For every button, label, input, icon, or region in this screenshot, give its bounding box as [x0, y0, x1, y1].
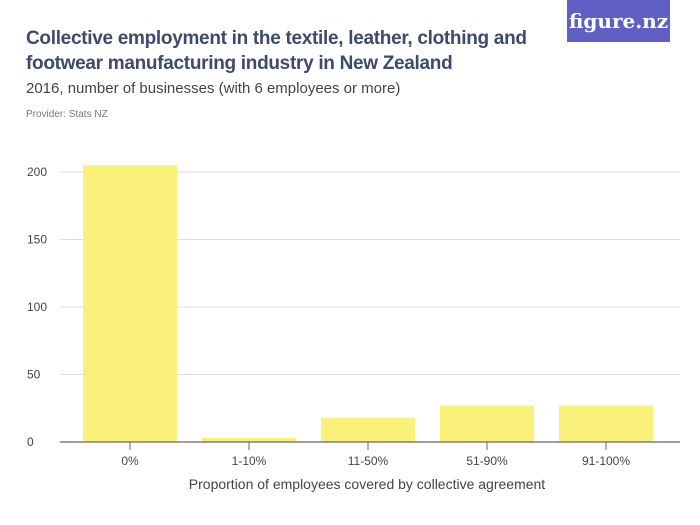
y-tick-label: 50	[27, 368, 41, 382]
provider-label: Provider: Stats NZ	[26, 109, 108, 120]
y-tick-label: 150	[27, 233, 47, 247]
bar-11-50%	[321, 417, 415, 442]
x-tick-label: 91-100%	[582, 454, 630, 468]
bar-91-100%	[559, 405, 653, 442]
bar-51-90%	[440, 405, 534, 442]
bar-0%	[83, 165, 177, 442]
y-tick-label: 200	[27, 165, 47, 179]
chart-title: Collective employment in the textile, le…	[26, 28, 527, 74]
x-tick-label: 1-10%	[232, 454, 267, 468]
x-axis-label: Proportion of employees covered by colle…	[189, 476, 546, 492]
bar-1-10%	[202, 437, 296, 442]
y-tick-label: 0	[27, 435, 34, 449]
figure-nz-logo[interactable]: figure.nz	[567, 0, 670, 42]
x-tick-label: 51-90%	[466, 454, 508, 468]
chart-subtitle: 2016, number of businesses (with 6 emplo…	[26, 80, 401, 97]
y-tick-label: 100	[27, 300, 47, 314]
x-tick-label: 11-50%	[348, 454, 389, 468]
x-tick-label: 0%	[121, 454, 139, 468]
